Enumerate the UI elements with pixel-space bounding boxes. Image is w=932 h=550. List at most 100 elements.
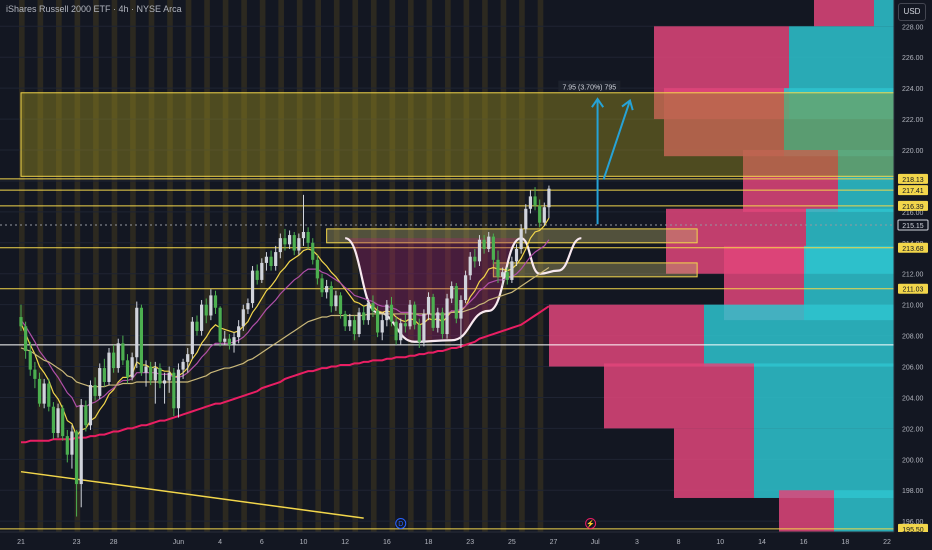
session-band (408, 0, 414, 532)
candle-body (107, 352, 111, 382)
candle-body (112, 352, 116, 369)
session-band (167, 0, 173, 532)
candle-body (533, 196, 537, 206)
candle-body (514, 248, 519, 262)
currency-button[interactable]: USD (898, 3, 926, 21)
time-tick-label: 22 (883, 539, 891, 546)
time-tick-label: 18 (425, 539, 433, 546)
candle-body (538, 205, 542, 223)
candle-body (482, 239, 486, 249)
volume-profile-up-bar (784, 88, 894, 157)
session-band (500, 0, 507, 532)
candle-body (362, 312, 366, 321)
candle-body (65, 436, 69, 455)
candle-body (440, 312, 445, 335)
candle-body (338, 295, 343, 314)
price-tick-label: 226.00 (902, 55, 924, 62)
candle-body (130, 357, 134, 378)
candles (19, 185, 551, 517)
session-band (185, 0, 192, 532)
candle-body (325, 286, 329, 293)
target-arrow (602, 100, 631, 180)
candle-body (200, 304, 204, 331)
candle-body (195, 321, 199, 331)
candle-body (260, 262, 264, 280)
candle-body (278, 238, 282, 253)
candle-body (426, 296, 431, 314)
time-axis (0, 532, 932, 550)
candle-body (348, 320, 352, 327)
candle-body (37, 378, 42, 404)
candle-body (135, 307, 139, 358)
candle-body (301, 231, 306, 239)
volume-profile-down-bar (549, 304, 704, 367)
price-tick-label: 228.00 (902, 24, 924, 31)
session-band (537, 0, 544, 532)
candle-body (519, 228, 523, 249)
candle-body (167, 372, 171, 381)
candle-body (51, 406, 56, 434)
volume-profile-up-bar (754, 363, 894, 429)
candle-body (264, 256, 269, 263)
candle-body (501, 272, 505, 277)
time-tick-label: 16 (800, 539, 808, 546)
session-band (426, 0, 433, 532)
session-band (74, 0, 81, 532)
candle-body (47, 383, 51, 407)
zone-box (326, 228, 698, 244)
candle-body (357, 312, 361, 335)
session-band (482, 0, 488, 532)
candle-body (19, 317, 23, 327)
candle-body (172, 372, 176, 409)
candle-body (237, 326, 241, 338)
zone-box (20, 92, 895, 177)
price-tick-label: 206.00 (902, 365, 924, 372)
candle-body (33, 369, 37, 379)
candle-body (213, 295, 218, 308)
time-tick-label: 16 (383, 539, 391, 546)
candle-body (487, 236, 491, 249)
price-label: 216.39 (902, 204, 924, 211)
candle-body (121, 343, 125, 361)
candle-body (399, 323, 403, 341)
session-band (389, 0, 396, 532)
time-tick-label: 14 (758, 539, 766, 546)
price-label: 211.03 (903, 287, 924, 294)
candle-body (190, 321, 194, 355)
time-tick-label: 28 (110, 539, 118, 546)
candle-body (413, 304, 417, 325)
candle-body (241, 309, 245, 327)
price-label: 215.15 (902, 223, 924, 230)
candle-body (79, 405, 83, 485)
price-tick-label: 202.00 (902, 426, 924, 433)
candle-body (102, 368, 106, 382)
price-label: 218.13 (902, 177, 924, 184)
candle-body (403, 323, 407, 327)
volume-profile-up-bar (838, 150, 894, 212)
volume-profile-up-bar (754, 428, 894, 498)
candle-body (84, 405, 88, 426)
symbol-title: iShares Russell 2000 ETF · 4h · NYSE Arc… (6, 4, 182, 14)
candle-body (422, 313, 426, 342)
price-label: 213.68 (902, 246, 924, 253)
session-band (333, 0, 340, 532)
candle-body (394, 321, 398, 341)
price-label-bg (898, 173, 928, 184)
time-tick-label: 12 (341, 539, 349, 546)
ruler-label-bg (558, 80, 621, 92)
event-marker (585, 517, 597, 529)
candle-body (371, 303, 375, 311)
ruler-label: 7.95 (3.70%) 795 (562, 85, 616, 92)
time-tick-label: Jul (591, 539, 600, 546)
session-band (278, 0, 284, 532)
price-tick-label: 216.00 (902, 210, 924, 217)
time-tick-label: 8 (677, 539, 681, 546)
candle-body (255, 270, 259, 280)
candle-body (352, 320, 357, 335)
time-tick-label: Jun (173, 539, 184, 546)
candle-body (463, 275, 468, 301)
candle-body (269, 256, 273, 266)
price-label-bg (898, 185, 928, 196)
candle-body (389, 304, 394, 322)
